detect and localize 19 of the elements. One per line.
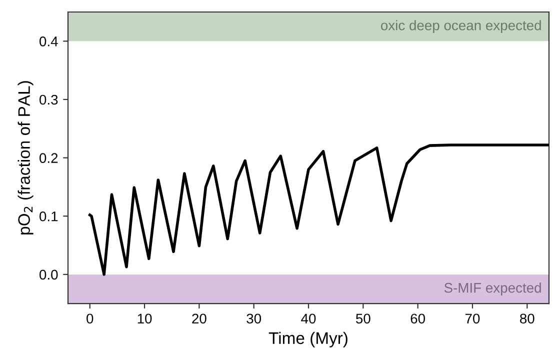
x-tick-label: 80: [520, 314, 534, 324]
x-tick-label: 30: [246, 314, 262, 324]
x-axis-title: Time (Myr): [268, 332, 348, 348]
y-tick-label: 0.1: [40, 211, 58, 222]
x-tick-label: 40: [301, 314, 316, 324]
line-series: [88, 144, 549, 276]
x-tick-label: 0: [86, 314, 94, 324]
y-axis-title: pO$_{2}$ (fraction of PAL): [18, 81, 34, 234]
x-tick-label: 50: [356, 314, 370, 324]
band-label: oxic deep ocean expected: [380, 20, 541, 34]
y-tick-label: 0.0: [40, 270, 58, 280]
x-tick-label: 60: [410, 314, 425, 324]
band-label: S-MIF expected: [444, 282, 541, 296]
x-tick-label: 10: [138, 314, 152, 324]
x-tick-label: 70: [465, 314, 480, 324]
y-tick-label: 0.2: [40, 153, 58, 163]
y-tick-label: 0.3: [40, 94, 58, 105]
y-tick-label: 0.4: [40, 36, 58, 46]
x-tick-label: 20: [192, 314, 206, 324]
